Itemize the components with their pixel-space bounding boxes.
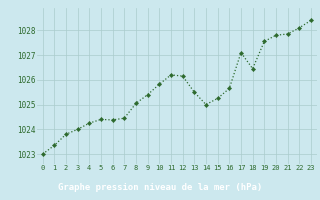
Text: Graphe pression niveau de la mer (hPa): Graphe pression niveau de la mer (hPa) (58, 182, 262, 192)
